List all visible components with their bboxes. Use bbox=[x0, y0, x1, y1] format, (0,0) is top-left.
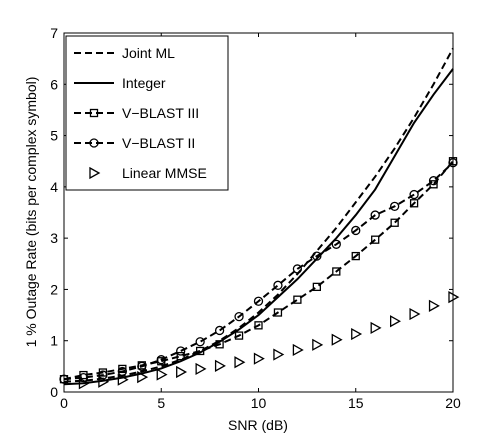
legend-box bbox=[65, 35, 229, 191]
y-tick-label: 3 bbox=[50, 230, 58, 246]
legend-label: Linear MMSE bbox=[122, 165, 207, 181]
series-line bbox=[63, 68, 454, 386]
marker bbox=[98, 375, 110, 388]
marker bbox=[448, 158, 458, 168]
x-tick-label: 20 bbox=[445, 395, 461, 411]
marker bbox=[253, 296, 264, 306]
marker bbox=[117, 366, 127, 377]
series-line bbox=[63, 47, 454, 383]
marker bbox=[195, 362, 207, 376]
marker bbox=[176, 365, 188, 379]
marker bbox=[156, 355, 166, 365]
marker bbox=[312, 338, 324, 351]
marker bbox=[195, 337, 205, 347]
y-tick-label: 0 bbox=[50, 384, 58, 400]
marker bbox=[409, 199, 419, 208]
y-tick-label: 6 bbox=[50, 76, 58, 92]
marker bbox=[176, 351, 185, 361]
marker bbox=[273, 348, 285, 361]
marker bbox=[351, 251, 360, 261]
y-tick-label: 5 bbox=[50, 128, 58, 144]
legend-marker bbox=[89, 138, 99, 148]
marker bbox=[137, 361, 147, 372]
marker bbox=[351, 327, 363, 341]
marker bbox=[214, 325, 225, 336]
marker bbox=[195, 346, 205, 356]
marker bbox=[351, 225, 361, 236]
x-tick-label: 10 bbox=[251, 395, 267, 411]
marker bbox=[370, 210, 380, 220]
marker bbox=[117, 373, 129, 386]
marker bbox=[448, 291, 460, 304]
marker bbox=[312, 251, 322, 261]
marker bbox=[332, 267, 341, 276]
y-axis-label: 1 % Outage Rate (bits per complex symbol… bbox=[23, 77, 39, 348]
marker bbox=[59, 374, 69, 384]
marker bbox=[370, 321, 382, 334]
marker bbox=[389, 201, 400, 211]
marker bbox=[215, 340, 224, 349]
series-line bbox=[63, 160, 454, 381]
marker bbox=[409, 189, 419, 200]
marker bbox=[156, 368, 168, 381]
y-tick-label: 4 bbox=[50, 179, 58, 195]
legend-marker bbox=[89, 166, 101, 180]
marker bbox=[390, 315, 401, 328]
marker bbox=[234, 311, 244, 322]
marker bbox=[331, 239, 341, 249]
marker bbox=[293, 295, 302, 304]
marker bbox=[292, 264, 303, 274]
marker bbox=[78, 377, 90, 390]
marker bbox=[371, 235, 380, 244]
marker bbox=[390, 218, 399, 227]
legend-label: Integer bbox=[122, 75, 166, 91]
legend-label: V−BLAST II bbox=[122, 135, 195, 151]
marker bbox=[253, 352, 265, 365]
x-axis-label: SNR (dB) bbox=[228, 417, 288, 433]
y-tick-label: 2 bbox=[50, 281, 58, 297]
y-tick-label: 1 bbox=[50, 333, 58, 349]
marker bbox=[234, 331, 244, 340]
legend-label: Joint ML bbox=[122, 45, 175, 61]
marker bbox=[214, 359, 226, 372]
marker bbox=[428, 299, 440, 312]
marker bbox=[137, 371, 149, 384]
marker bbox=[409, 307, 421, 321]
marker bbox=[292, 343, 304, 357]
series-line bbox=[63, 162, 454, 381]
marker bbox=[428, 176, 439, 186]
legend-label: V−BLAST III bbox=[122, 105, 199, 121]
marker bbox=[176, 346, 186, 356]
marker bbox=[273, 308, 283, 317]
y-tick-label: 7 bbox=[50, 25, 58, 41]
marker bbox=[331, 333, 343, 346]
marker bbox=[273, 280, 283, 290]
x-tick-label: 5 bbox=[157, 395, 165, 411]
x-tick-label: 15 bbox=[348, 395, 364, 411]
x-tick-label: 0 bbox=[60, 395, 68, 411]
legend-marker bbox=[89, 108, 99, 118]
marker bbox=[312, 282, 322, 292]
marker bbox=[254, 321, 263, 330]
marker bbox=[234, 356, 246, 369]
